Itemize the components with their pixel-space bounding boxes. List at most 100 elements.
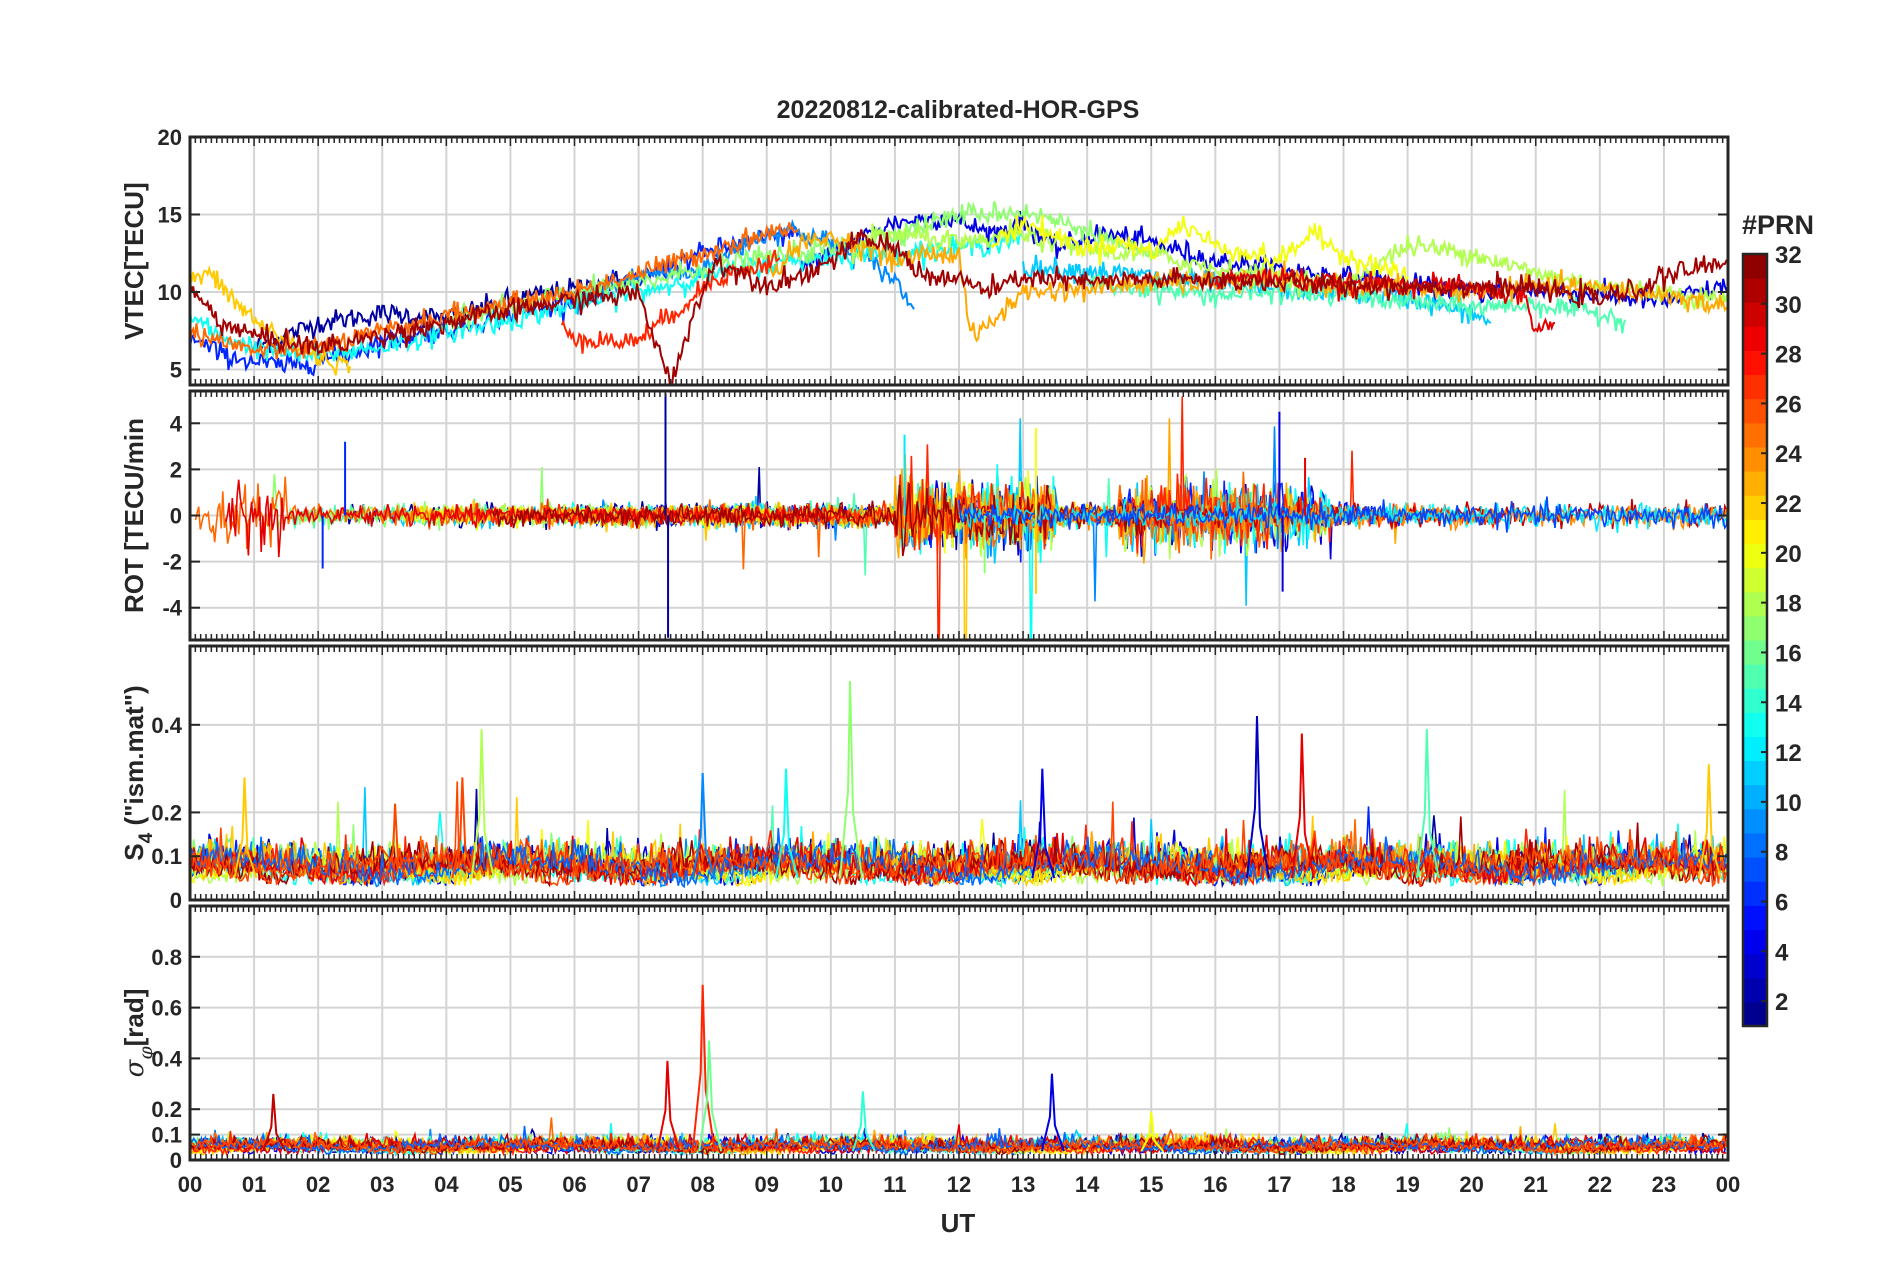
y-tick-label: 10 [158, 280, 182, 305]
y-tick-label: 15 [158, 203, 182, 228]
colorbar-tick-label: 8 [1775, 840, 1788, 867]
colorbar-swatch [1743, 326, 1767, 351]
vtec-series-prn-15 [1086, 272, 1627, 334]
sigma_phi-peak [1040, 1073, 1065, 1152]
y-tick-label: 0.4 [151, 1046, 182, 1071]
sigma_phi-peak [656, 1060, 681, 1152]
colorbar-tick-label: 20 [1775, 541, 1802, 568]
colorbar-swatch [1743, 254, 1767, 279]
colorbar-swatch [1743, 615, 1767, 641]
colorbar-swatch [1743, 784, 1767, 810]
colorbar-swatch [1743, 519, 1767, 544]
colorbar-swatch [1743, 1001, 1767, 1027]
x-tick-label: 00 [178, 1172, 202, 1197]
y-axis-label-main: σ [120, 1058, 150, 1077]
colorbar-swatch [1743, 471, 1767, 496]
s4-series-prn-31 [190, 816, 1727, 888]
colorbar-swatch [1743, 953, 1767, 979]
colorbar-swatch [1743, 302, 1767, 327]
s4-peak [1415, 729, 1440, 879]
colorbar-tick-label: 6 [1775, 889, 1788, 916]
x-tick-label: 12 [947, 1172, 971, 1197]
colorbar-swatch [1743, 736, 1767, 762]
colorbar-tick-label: 14 [1775, 690, 1802, 717]
s4-peak [451, 777, 476, 879]
series-group [190, 681, 1727, 890]
colorbar-swatch [1743, 567, 1767, 593]
y-axis-label: VTEC[TECU] [119, 182, 149, 339]
x-tick-label: 07 [626, 1172, 650, 1197]
sigma_phi-peak [851, 1091, 876, 1152]
x-tick-label: 18 [1331, 1172, 1355, 1197]
s4-peak [1697, 764, 1722, 879]
colorbar-swatch [1743, 278, 1767, 303]
y-tick-label: 0 [170, 1148, 182, 1173]
panel-s4: 0.4 0.2 0.1 0 S4 ("ism.mat") [119, 644, 1730, 913]
s4-peak [1245, 716, 1270, 879]
y-tick-label: 0 [170, 888, 182, 913]
vtec-series-prn-25 [190, 222, 800, 360]
y-tick-label: 5 [170, 358, 182, 383]
y-axis-label-suffix: [rad] [119, 989, 149, 1047]
colorbar-tick-label: 26 [1775, 391, 1802, 418]
x-tick-label: 21 [1524, 1172, 1548, 1197]
x-tick-label: 15 [1139, 1172, 1163, 1197]
colorbar-swatch [1743, 447, 1767, 472]
x-axis-label: UT [941, 1208, 976, 1238]
s4-series-prn-26 [190, 781, 1727, 888]
colorbar-swatch [1743, 374, 1767, 400]
colorbar-swatch [1743, 543, 1767, 569]
colorbar-swatch [1743, 591, 1767, 617]
colorbar-swatch [1743, 857, 1767, 882]
x-tick-label: 06 [562, 1172, 586, 1197]
y-tick-label: 0.2 [151, 800, 182, 825]
colorbar-tick-label: 18 [1775, 591, 1802, 618]
y-tick-label: 0.2 [151, 1097, 182, 1122]
colorbar-swatch [1743, 688, 1767, 713]
y-tick-label: 20 [158, 125, 182, 150]
colorbar-tick-label: 4 [1775, 939, 1789, 966]
sigma_phi-series-prn-26 [190, 1128, 1727, 1157]
colorbar-swatch [1743, 833, 1767, 858]
colorbar-swatch [1743, 760, 1767, 786]
y-axis-label: S4 ("ism.mat") [119, 685, 157, 860]
y-axis-label: σφ[rad] [119, 989, 157, 1078]
rot-series-prn-7 [958, 494, 1728, 533]
x-tick-label: 14 [1075, 1172, 1100, 1197]
vtec-series-prn-20 [990, 215, 1409, 285]
series-group [194, 393, 1728, 640]
colorbar-tick-label: 2 [1775, 989, 1788, 1016]
x-tick-label: 17 [1267, 1172, 1291, 1197]
y-tick-label: -4 [162, 596, 182, 621]
colorbar-tick-label: 28 [1775, 342, 1802, 369]
x-tick-label: 22 [1588, 1172, 1612, 1197]
y-tick-label: -2 [162, 550, 182, 575]
y-axis-label-suffix: ("ism.mat") [119, 685, 149, 832]
panel-rot: 4 2 0 -2 -4 ROT [TECU/min [119, 389, 1730, 642]
s4-peak [384, 803, 408, 879]
y-tick-label: 0.1 [151, 844, 182, 869]
s4-peak [470, 729, 495, 879]
s4-peak [1031, 768, 1056, 879]
x-axis: 00 01 02 03 04 05 06 07 08 09 10 11 12 13 14 15 16 17 18 19… [178, 1172, 1740, 1197]
y-axis-label-sub: 4 [136, 832, 157, 843]
y-tick-label: 0.4 [151, 713, 182, 738]
colorbar-swatch [1743, 905, 1767, 930]
y-tick-label: 2 [170, 457, 182, 482]
x-tick-label: 03 [370, 1172, 394, 1197]
x-tick-label: 09 [755, 1172, 779, 1197]
colorbar-swatch [1743, 712, 1767, 737]
panel-sigma_phi: 0.8 0.6 0.4 0.20.10 σφ[rad] [119, 904, 1730, 1173]
s4-peak [233, 777, 258, 879]
y-tick-label: 0.1 [151, 1123, 182, 1148]
s4-peak [774, 768, 799, 879]
y-tick-label: 0.6 [151, 996, 182, 1021]
s4-peak [839, 681, 864, 879]
colorbar-swatch [1743, 977, 1767, 1003]
colorbar-tick-label: 32 [1775, 242, 1802, 269]
y-axis-label-main: S [119, 843, 149, 860]
colorbar-tick-label: 10 [1775, 790, 1802, 817]
x-tick-label: 23 [1652, 1172, 1676, 1197]
x-tick-label: 10 [819, 1172, 843, 1197]
